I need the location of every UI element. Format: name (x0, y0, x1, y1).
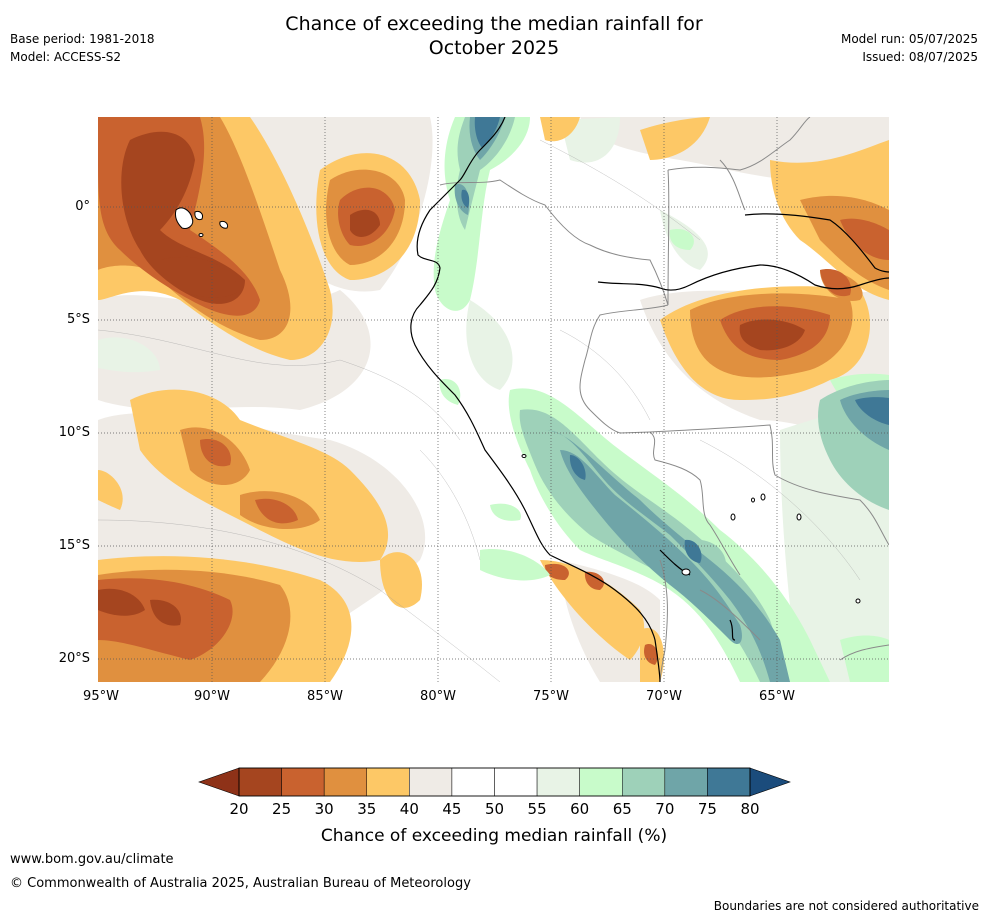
colorbar-cell (451, 767, 495, 797)
colorbar-label: 65 (612, 800, 632, 818)
colorbar-label: 20 (229, 800, 249, 818)
colorbar-cell (579, 767, 623, 797)
colorbar-label: 45 (442, 800, 462, 818)
map-title: Chance of exceeding the median rainfall … (0, 12, 988, 60)
lat-label-20s: 20°S (58, 651, 90, 666)
colorbar-cell (622, 767, 666, 797)
lat-label-15s: 15°S (58, 538, 90, 553)
model-run: Model run: 05/07/2025 (840, 32, 978, 46)
colorbar-cell (536, 767, 580, 797)
colorbar-label: 60 (570, 800, 590, 818)
colorbar-cell (664, 767, 708, 797)
model-name: Model: ACCESS-S2 (10, 50, 122, 64)
colorbar-under-triangle (198, 767, 240, 797)
lat-label-10s: 10°S (58, 425, 90, 440)
colorbar-frame (238, 767, 751, 797)
map-area (98, 117, 889, 682)
colorbar-title: Chance of exceeding median rainfall (%) (320, 826, 668, 846)
meta-right: Model run: 05/07/2025 Issued: 08/07/2025 (841, 30, 978, 66)
footer-copyright: © Commonwealth of Australia 2025, Austra… (10, 876, 471, 891)
colorbar-label: 50 (484, 800, 505, 818)
colorbar-cells (238, 767, 751, 797)
lon-label-65w: 65°W (759, 689, 795, 704)
band-20-25 (98, 131, 805, 626)
footer-url: www.bom.gov.au/climate (10, 852, 174, 867)
contour-lines (98, 139, 861, 682)
colorbar-cell (238, 767, 282, 797)
title-line-2: October 2025 (428, 37, 560, 59)
lon-label-85w: 85°W (307, 689, 343, 704)
lon-label-80w: 80°W (420, 689, 456, 704)
colorbar-label: 70 (655, 800, 675, 818)
colorbar-cell (323, 767, 367, 797)
lon-label-90w: 90°W (194, 689, 230, 704)
title-line-1: Chance of exceeding the median rainfall … (285, 13, 703, 35)
lat-label-0: 0° (75, 199, 90, 214)
colorbar-over-triangle (749, 767, 791, 797)
colorbar-cell (707, 767, 751, 797)
colorbar-cell (409, 767, 453, 797)
footer-note: Boundaries are not considered authoritat… (713, 899, 979, 913)
band-75-80 (461, 117, 889, 563)
gridlines (98, 117, 889, 682)
lon-label-70w: 70°W (646, 689, 682, 704)
lon-label-95w: 95°W (83, 689, 119, 704)
base-period: Base period: 1981-2018 (10, 32, 155, 46)
lakes (521, 454, 861, 604)
colorbar-label: 30 (314, 800, 334, 818)
colorbar-cell (281, 767, 325, 797)
colorbar-label: 75 (697, 800, 717, 818)
country-boundaries (439, 117, 889, 682)
issued-date: Issued: 08/07/2025 (862, 50, 978, 64)
meta-left: Base period: 1981-2018 Model: ACCESS-S2 (10, 30, 155, 66)
colorbar-label: 80 (740, 800, 760, 818)
colorbar-label: 35 (357, 800, 377, 818)
colorbar-label: 25 (272, 800, 292, 818)
colorbar-label: 55 (527, 800, 547, 818)
colorbar-label: 40 (399, 800, 419, 818)
colorbar-cell (494, 767, 538, 797)
galapagos-islands (175, 207, 228, 237)
lat-label-5s: 5°S (66, 312, 90, 327)
colorbar-cell (366, 767, 410, 797)
lon-label-75w: 75°W (533, 689, 569, 704)
